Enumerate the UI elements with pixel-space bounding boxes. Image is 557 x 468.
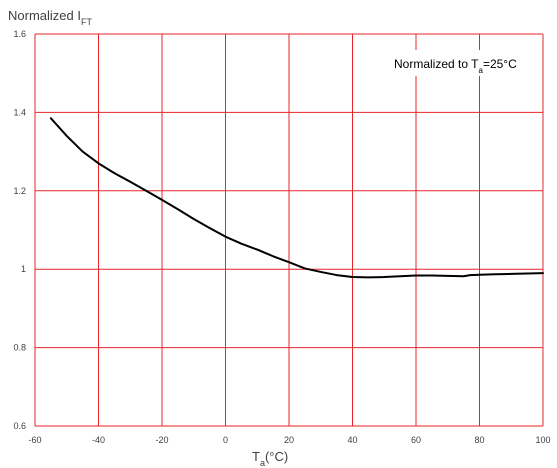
x-tick-label: 40: [347, 435, 357, 445]
annotation: Normalized to Ta=25°C: [394, 57, 517, 75]
annotation-sub: a: [478, 66, 483, 75]
x-tick-label: -20: [155, 435, 168, 445]
annotation-background: [388, 50, 538, 76]
series-line: [49, 117, 544, 279]
x-axis-title-unit: (°C): [265, 449, 288, 464]
x-tick-label: 80: [474, 435, 484, 445]
annotation-rest: =25°C: [483, 57, 517, 71]
x-tick-label: 60: [411, 435, 421, 445]
annotation-text: Normalized to T: [394, 57, 479, 71]
x-axis-title-sub: a: [260, 458, 265, 468]
x-axis-title-main: T: [252, 449, 260, 464]
y-tick-label: 0.8: [13, 343, 26, 353]
tick-labels: -60 -40 -20 0 20 40 60 80 100 0.6 0.8 1 1.2 1.4 1.6: [13, 29, 550, 445]
y-tick-label: 1: [21, 264, 26, 274]
y-tick-label: 1.4: [13, 107, 26, 117]
y-axis-title-sub: FT: [81, 17, 92, 27]
y-tick-label: 0.6: [13, 421, 26, 431]
x-axis-title: Ta(°C): [252, 449, 288, 468]
x-tick-label: 20: [284, 435, 294, 445]
y-tick-label: 1.6: [13, 29, 26, 39]
x-tick-label: -40: [92, 435, 105, 445]
x-tick-label: 0: [223, 435, 228, 445]
y-axis-title: Normalized IFT: [8, 8, 92, 27]
y-tick-label: 1.2: [13, 186, 26, 196]
x-tick-label: 100: [535, 435, 550, 445]
x-tick-label: -60: [28, 435, 41, 445]
y-axis-title-main: Normalized I: [8, 8, 81, 23]
grid: [34, 33, 544, 427]
series-layer: [49, 117, 544, 279]
